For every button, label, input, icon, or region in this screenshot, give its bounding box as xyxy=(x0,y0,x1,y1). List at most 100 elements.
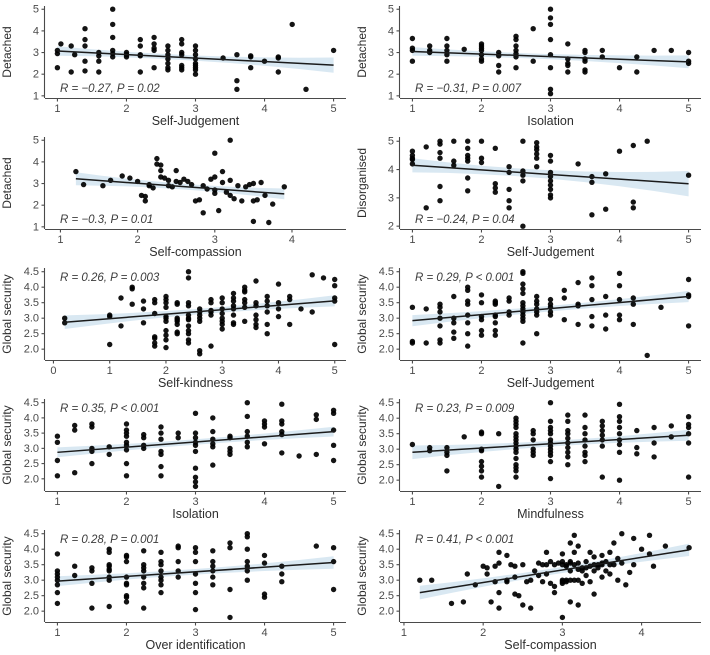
scatter-point xyxy=(89,568,95,574)
scatter-point xyxy=(513,65,519,71)
scatter-point xyxy=(165,177,172,183)
scatter-point xyxy=(54,589,61,596)
scatter-point xyxy=(513,36,519,43)
scatter-point xyxy=(478,155,485,161)
scatter-point xyxy=(210,428,216,435)
scatter-point xyxy=(547,86,554,93)
panel-global-security-vs-isolation: 1 2 3 4 5 2.0 2.5 3.0 3.5 4.0 4.5 Isolation Global s… xyxy=(0,393,355,524)
scatter-point xyxy=(264,331,270,337)
scatter-point xyxy=(165,60,171,67)
scatter-point xyxy=(465,331,471,337)
scatter-point xyxy=(106,451,112,458)
scatter-point xyxy=(82,43,88,49)
y-tick-label: 3.0 xyxy=(379,575,394,587)
scatter-plot: 0 1 2 3 4 5 2.0 2.5 3.0 3.5 4.0 4.5 Self-kindness Glo… xyxy=(0,266,346,390)
scatter-point xyxy=(607,571,613,577)
x-tick-label: 4 xyxy=(275,365,281,377)
y-tick-label: 2.0 xyxy=(379,344,394,356)
x-tick-label: 1 xyxy=(409,103,415,115)
scatter-point xyxy=(127,175,133,181)
scatter-point xyxy=(520,290,526,297)
scatter-point xyxy=(615,555,621,562)
scatter-point xyxy=(634,444,640,451)
scatter-point xyxy=(565,449,571,455)
scatter-point xyxy=(227,177,233,183)
scatter-point xyxy=(141,435,147,441)
scatter-point xyxy=(451,320,457,326)
scatter-point xyxy=(165,67,171,73)
scatter-point xyxy=(409,58,416,64)
scatter-point xyxy=(242,318,248,324)
scatter-point xyxy=(520,562,526,568)
scatter-point xyxy=(165,43,171,49)
scatter-point xyxy=(72,572,78,579)
scatter-point xyxy=(151,34,157,41)
y-tick-label: 4.0 xyxy=(24,544,39,556)
scatter-point xyxy=(270,201,276,207)
scatter-point xyxy=(465,287,471,293)
scatter-point xyxy=(589,179,595,185)
scatter-point xyxy=(504,579,510,585)
scatter-point xyxy=(492,320,498,326)
scatter-point xyxy=(118,323,124,329)
scatter-point xyxy=(547,158,554,164)
scatter-point xyxy=(513,474,519,480)
scatter-point xyxy=(582,412,588,418)
scatter-point xyxy=(137,43,143,49)
y-tick-label: 2.5 xyxy=(379,459,394,471)
scatter-point xyxy=(634,69,640,75)
scatter-point xyxy=(158,424,164,430)
scatter-point xyxy=(644,352,650,359)
scatter-point xyxy=(651,440,657,446)
scatter-point xyxy=(89,424,95,430)
scatter-point xyxy=(68,69,74,75)
scatter-point xyxy=(261,424,268,430)
x-tick-label: 1 xyxy=(409,496,415,508)
scatter-point xyxy=(192,580,199,586)
scatter-point xyxy=(409,304,416,310)
scatter-point xyxy=(96,53,102,59)
scatter-point xyxy=(603,568,609,574)
scatter-point xyxy=(110,54,116,60)
regression-line xyxy=(57,561,334,582)
scatter-point xyxy=(547,36,554,43)
scatter-point xyxy=(264,298,270,304)
scatter-point xyxy=(227,192,233,199)
scatter-point xyxy=(409,47,416,54)
scatter-point xyxy=(141,580,147,586)
scatter-point xyxy=(185,275,192,281)
y-tick-label: 2.0 xyxy=(379,475,394,487)
scatter-point xyxy=(54,457,61,464)
scatter-point xyxy=(506,205,512,211)
scatter-plot: 1 2 3 4 1 2 3 4 5 Self-compassion Detached R = −0.3… xyxy=(0,135,346,259)
scatter-point xyxy=(175,430,181,436)
scatter-point xyxy=(54,65,61,71)
scatter-point xyxy=(465,320,471,326)
scatter-point xyxy=(208,300,214,306)
scatter-plot: 1 2 3 4 5 2.0 2.5 3.0 3.5 4.0 4.5 Over identificati… xyxy=(0,528,346,652)
scatter-point xyxy=(192,465,199,471)
x-axis-label: Self-Judgement xyxy=(507,376,595,390)
scatter-point xyxy=(409,156,416,163)
x-tick-label: 5 xyxy=(686,496,692,508)
scatter-point xyxy=(212,174,218,180)
scatter-point xyxy=(496,605,502,611)
scatter-point xyxy=(478,458,485,465)
y-axis-label: Detached xyxy=(355,26,369,77)
scatter-point xyxy=(192,545,199,551)
scatter-point xyxy=(520,223,526,229)
y-tick-label: 3 xyxy=(388,47,394,59)
regression-line xyxy=(412,50,689,63)
scatter-point xyxy=(423,144,429,150)
scatter-point xyxy=(200,183,206,189)
scatter-point xyxy=(106,577,112,583)
scatter-point xyxy=(210,444,216,450)
scatter-point xyxy=(423,340,429,346)
scatter-point xyxy=(123,599,130,605)
scatter-point xyxy=(152,343,158,349)
scatter-point xyxy=(616,477,623,483)
x-tick-label: 1 xyxy=(54,496,60,508)
y-tick-label: 3.5 xyxy=(24,559,39,571)
scatter-point xyxy=(616,431,623,437)
scatter-plot: 1 2 3 4 5 2 3 4 5 Self-Judgement Disorganised R = −… xyxy=(355,136,701,259)
